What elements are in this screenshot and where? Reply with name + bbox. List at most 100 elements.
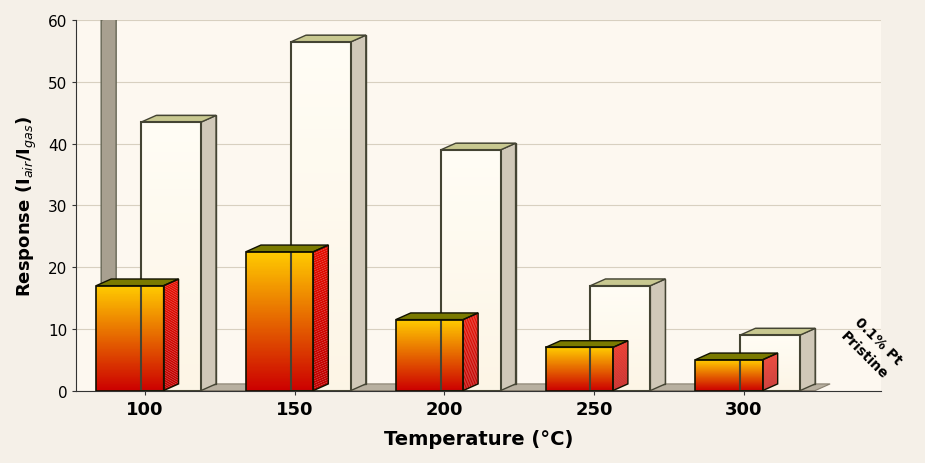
Bar [142, 384, 201, 388]
Bar [96, 309, 164, 310]
Bar [246, 266, 314, 267]
Bar [290, 378, 351, 382]
Bar [246, 253, 314, 255]
Bar [96, 364, 164, 365]
Polygon shape [463, 374, 478, 382]
Bar [142, 233, 201, 237]
Polygon shape [763, 362, 778, 369]
Bar [246, 311, 314, 312]
Bar [246, 377, 314, 378]
Bar [142, 357, 201, 361]
Bar [246, 368, 314, 369]
Polygon shape [763, 364, 778, 372]
Polygon shape [763, 359, 778, 367]
Bar [590, 321, 650, 323]
Polygon shape [314, 248, 328, 257]
Bar [396, 336, 463, 337]
Bar [96, 383, 164, 384]
Polygon shape [164, 325, 179, 333]
Bar [440, 292, 500, 294]
Bar [290, 321, 351, 325]
Bar [740, 347, 800, 348]
Polygon shape [314, 294, 328, 303]
Polygon shape [164, 335, 179, 344]
Bar [96, 342, 164, 343]
Bar [246, 319, 314, 320]
Bar [440, 313, 500, 316]
Bar [590, 371, 650, 372]
Bar [590, 334, 650, 336]
Polygon shape [463, 355, 478, 363]
Bar [142, 156, 201, 160]
Bar [590, 382, 650, 383]
Bar [590, 338, 650, 340]
Bar [590, 320, 650, 321]
Bar [440, 367, 500, 370]
Polygon shape [463, 363, 478, 371]
Bar [740, 377, 800, 378]
Bar [290, 130, 351, 134]
Bar [246, 380, 314, 382]
Bar [290, 104, 351, 108]
Bar [290, 291, 351, 295]
Bar [290, 69, 351, 73]
Bar [290, 247, 351, 251]
Polygon shape [613, 343, 628, 350]
Bar [290, 251, 351, 256]
Bar [590, 376, 650, 378]
Bar [96, 344, 164, 345]
Bar [96, 303, 164, 304]
Bar [290, 365, 351, 369]
Bar [590, 366, 650, 367]
Bar [696, 360, 763, 391]
Polygon shape [314, 333, 328, 342]
Polygon shape [613, 373, 628, 381]
Bar [740, 353, 800, 354]
Polygon shape [314, 280, 328, 289]
Polygon shape [164, 340, 179, 349]
Bar [440, 229, 500, 232]
Bar [246, 271, 314, 272]
Bar [96, 331, 164, 332]
Bar [290, 78, 351, 82]
Bar [740, 361, 800, 362]
Polygon shape [314, 375, 328, 384]
Polygon shape [613, 369, 628, 376]
Polygon shape [314, 326, 328, 335]
Bar [246, 320, 314, 321]
Polygon shape [396, 313, 478, 320]
Bar [142, 220, 201, 223]
Polygon shape [650, 279, 665, 391]
Bar [590, 361, 650, 362]
Polygon shape [164, 287, 179, 295]
Polygon shape [613, 362, 628, 369]
Bar [246, 304, 314, 305]
Polygon shape [763, 355, 778, 362]
Bar [96, 340, 164, 341]
Bar [142, 388, 201, 391]
Bar [396, 381, 463, 382]
Bar [246, 351, 314, 353]
Bar [396, 379, 463, 380]
Bar [96, 317, 164, 318]
Bar [246, 281, 314, 282]
Polygon shape [763, 378, 778, 386]
Bar [290, 186, 351, 191]
Polygon shape [164, 349, 179, 357]
Bar [396, 326, 463, 327]
Bar [290, 43, 351, 47]
Bar [590, 357, 650, 358]
Polygon shape [463, 379, 478, 387]
Polygon shape [314, 257, 328, 266]
Polygon shape [763, 369, 778, 376]
Bar [740, 336, 800, 337]
Polygon shape [613, 371, 628, 379]
Bar [246, 358, 314, 360]
Bar [440, 352, 500, 355]
Polygon shape [164, 295, 179, 303]
Bar [246, 348, 314, 349]
Bar [96, 292, 164, 293]
Bar [590, 302, 650, 303]
Polygon shape [164, 353, 179, 361]
Bar [142, 274, 201, 277]
